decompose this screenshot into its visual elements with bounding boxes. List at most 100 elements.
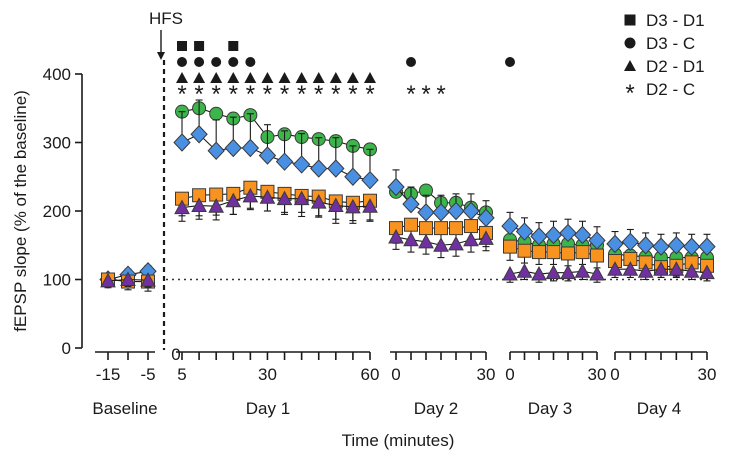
sig-circle-icon bbox=[194, 57, 205, 67]
data-point bbox=[241, 138, 260, 158]
data-point bbox=[530, 227, 548, 246]
legend-asterisk-icon: * bbox=[625, 80, 634, 107]
sig-square-icon bbox=[194, 41, 205, 51]
data-point bbox=[310, 159, 328, 178]
x-tick-label: 0 bbox=[505, 365, 514, 384]
y-tick-label: 200 bbox=[43, 202, 71, 221]
data-point bbox=[404, 217, 418, 232]
sig-asterisk-icon: * bbox=[194, 81, 203, 108]
legend-label: D2 - D1 bbox=[646, 57, 705, 76]
data-point bbox=[448, 235, 464, 251]
sig-circle-icon bbox=[406, 57, 416, 67]
data-point bbox=[637, 263, 654, 278]
y-tick-label: 0 bbox=[62, 339, 71, 358]
data-point bbox=[173, 133, 191, 152]
y-tick-label: 100 bbox=[43, 271, 71, 290]
data-point bbox=[622, 261, 639, 276]
data-point bbox=[120, 271, 136, 286]
data-point bbox=[503, 239, 517, 254]
series-D1 bbox=[100, 187, 715, 289]
data-point bbox=[606, 234, 624, 254]
x-tick-label: 0 bbox=[391, 365, 400, 384]
sig-asterisk-icon: * bbox=[331, 81, 340, 108]
data-point bbox=[207, 141, 225, 160]
hfs-arrow-icon bbox=[157, 30, 165, 60]
data-point bbox=[532, 245, 546, 260]
legend-label: D3 - C bbox=[646, 34, 695, 53]
legend-triangle-icon bbox=[624, 60, 636, 71]
data-point bbox=[190, 125, 208, 144]
data-point bbox=[388, 228, 404, 244]
data-point bbox=[362, 198, 378, 213]
data-point bbox=[433, 237, 449, 252]
data-point bbox=[310, 194, 327, 209]
series-D2 bbox=[99, 99, 716, 289]
y-ticks: 0 100 200 300 400 bbox=[43, 65, 82, 358]
x-axis-day4: 0 30 Day 4 bbox=[610, 351, 716, 418]
data-point bbox=[575, 245, 590, 260]
data-point bbox=[276, 190, 293, 206]
data-point bbox=[517, 243, 532, 258]
data-point bbox=[292, 155, 311, 174]
sig-asterisk-icon: * bbox=[280, 81, 289, 108]
data-point bbox=[699, 264, 715, 280]
sig-triangle-icon bbox=[364, 72, 376, 83]
y-axis: 0 100 200 300 400 fEPSP slope (% of the base… bbox=[11, 65, 83, 358]
data-point bbox=[402, 194, 420, 214]
sig-circle-icon bbox=[211, 57, 222, 67]
data-point bbox=[516, 263, 533, 278]
legend-circle-icon bbox=[624, 37, 636, 49]
data-point bbox=[208, 198, 225, 213]
data-point bbox=[668, 261, 685, 276]
data-point bbox=[417, 203, 435, 222]
legend-entry: D3 - D1 bbox=[624, 11, 705, 30]
data-point bbox=[174, 199, 190, 215]
significance-markers: * * * * * * * * * * * * * * * bbox=[176, 41, 515, 108]
x-axis-baseline: -15 -5 Baseline bbox=[92, 351, 158, 418]
legend-entry: * D2 - C bbox=[625, 80, 695, 107]
data-point bbox=[258, 146, 277, 165]
data-point bbox=[464, 219, 478, 234]
data-point bbox=[478, 230, 494, 245]
sig-asterisk-icon: * bbox=[436, 81, 445, 108]
sig-triangle-icon bbox=[261, 72, 274, 83]
data-point bbox=[140, 272, 156, 287]
data-point bbox=[100, 272, 116, 288]
x-zero-label: 0 bbox=[171, 345, 180, 364]
data-point bbox=[418, 233, 434, 249]
data-point bbox=[432, 203, 450, 222]
x-tick-label: 5 bbox=[177, 365, 186, 384]
sig-asterisk-icon: * bbox=[314, 81, 323, 108]
x-tick-label: 0 bbox=[610, 365, 619, 384]
x-tick-label: 30 bbox=[477, 365, 496, 384]
x-axis-day2: 0 30 Day 2 bbox=[390, 351, 496, 418]
data-point bbox=[667, 236, 686, 255]
data-point bbox=[574, 263, 591, 278]
x-axis-day1: 5 30 60 0 Day 1 bbox=[171, 345, 379, 418]
data-point bbox=[621, 232, 640, 252]
data-point bbox=[449, 221, 463, 236]
data-point bbox=[191, 197, 207, 213]
sig-asterisk-icon: * bbox=[421, 81, 430, 108]
sig-triangle-icon bbox=[295, 72, 308, 83]
sig-triangle-icon bbox=[346, 72, 359, 83]
data-point bbox=[652, 237, 670, 256]
data-point bbox=[590, 248, 604, 263]
series-layer bbox=[99, 99, 716, 292]
sig-circle-icon bbox=[228, 57, 239, 67]
sig-circle-icon bbox=[245, 57, 256, 67]
data-point bbox=[560, 264, 576, 280]
sig-circle-icon bbox=[505, 57, 515, 67]
data-point bbox=[561, 246, 575, 261]
data-point bbox=[361, 170, 379, 190]
sig-triangle-icon bbox=[176, 72, 188, 83]
sig-asterisk-icon: * bbox=[348, 81, 357, 108]
sig-circle-icon bbox=[177, 57, 187, 67]
data-point bbox=[573, 225, 592, 245]
data-point bbox=[403, 231, 419, 247]
segment-label-day2: Day 2 bbox=[414, 399, 458, 418]
data-point bbox=[259, 189, 276, 204]
sig-asterisk-icon: * bbox=[365, 81, 374, 108]
data-point bbox=[209, 106, 224, 121]
